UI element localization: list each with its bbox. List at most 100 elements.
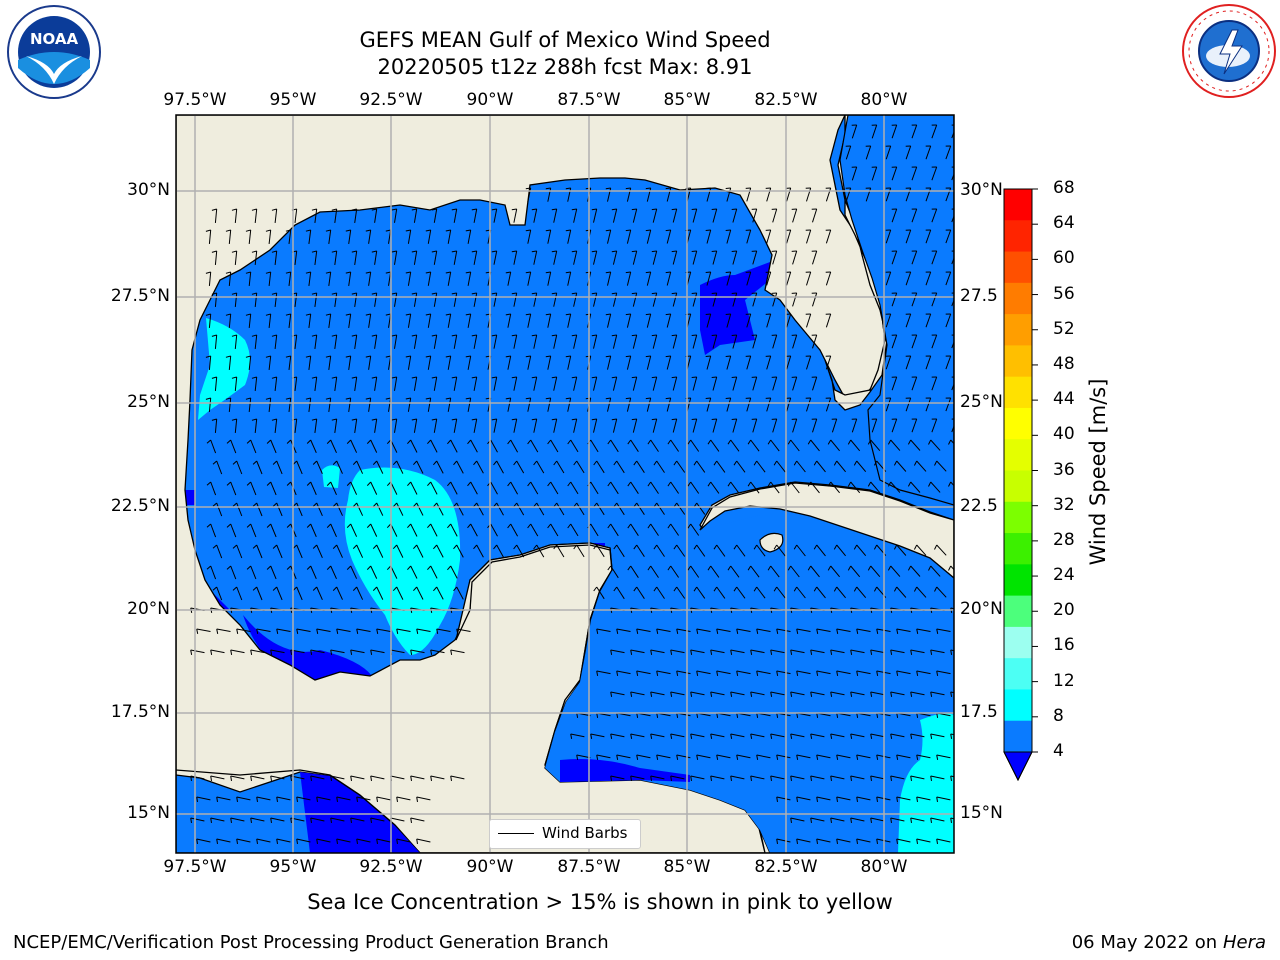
wind-barb-flag (730, 691, 733, 697)
wind-barb (696, 544, 706, 557)
wind-barb (790, 481, 800, 494)
wind-barb (527, 355, 532, 370)
colorbar (1003, 188, 1038, 782)
wind-barb-flag (230, 649, 233, 655)
wind-barb (690, 523, 700, 536)
wind-barb-flag (471, 376, 477, 379)
wind-barb-flag (567, 523, 572, 529)
wind-barb (612, 208, 618, 223)
wind-barb (476, 502, 484, 516)
wind-barb (314, 418, 318, 433)
wind-barb (676, 670, 691, 675)
wind-barb-flag (896, 796, 898, 802)
wind-barb (316, 544, 323, 559)
wind-barb (573, 376, 578, 391)
wind-barb (394, 376, 398, 391)
wind-barb (496, 502, 504, 516)
wind-barb-flag (427, 439, 432, 445)
wind-barb (513, 334, 518, 349)
wind-barb-flag (285, 313, 291, 316)
wind-barb-flag (693, 544, 698, 550)
wind-barb-flag (850, 649, 853, 655)
wind-barb-flag (896, 712, 899, 718)
wind-barb (692, 334, 698, 349)
wind-barb (630, 649, 645, 654)
wind-barb (350, 523, 358, 537)
wind-barb-flag (231, 250, 237, 253)
wind-barb-flag (870, 649, 873, 655)
wind-barb (310, 817, 325, 822)
wind-barb-flag (565, 187, 571, 190)
wind-barb (871, 124, 878, 139)
wind-barb-flag (371, 418, 377, 421)
wind-barb-flag (430, 649, 433, 655)
wind-barb (376, 586, 384, 600)
wind-barb-flag (216, 796, 218, 802)
wind-barb (951, 214, 954, 223)
wind-barb (396, 628, 411, 632)
wind-barb-flag (725, 313, 731, 315)
wind-barb (825, 271, 832, 286)
wind-barb (796, 460, 806, 473)
wind-barb (527, 313, 532, 328)
wind-barb-flag (205, 397, 211, 400)
wind-barb-flag (365, 397, 371, 400)
wind-barb-flag (533, 460, 538, 466)
wind-barb-flag (711, 208, 717, 210)
wind-barb (413, 376, 418, 391)
wind-barb-flag (671, 334, 677, 337)
wind-barb (254, 250, 258, 265)
wind-barb (250, 481, 257, 496)
wind-barb (248, 271, 252, 286)
wind-barb-flag (471, 334, 477, 337)
wind-barb (374, 208, 378, 223)
wind-barb (250, 649, 265, 654)
wind-barb (692, 292, 698, 307)
wind-barb-flag (955, 545, 957, 550)
wind-barb-flag (431, 334, 437, 337)
nws-logo (1182, 4, 1276, 98)
wind-barb (416, 796, 431, 801)
wind-barb (210, 565, 217, 580)
wind-barb-flag (276, 628, 279, 634)
lon-label-bottom: 85°W (663, 857, 711, 877)
lon-label-top: 97.5°W (163, 90, 227, 110)
wind-barb (945, 271, 952, 286)
wind-barb-flag (896, 670, 899, 676)
colorbar-tick-label: 24 (1053, 565, 1075, 586)
wind-barb (350, 649, 365, 654)
wind-barb-flag (611, 334, 617, 337)
wind-barb-flag (611, 208, 617, 211)
wind-barb-flag (331, 292, 337, 295)
wind-barb (270, 775, 285, 780)
wind-barb (896, 628, 911, 632)
wind-barb (374, 334, 378, 349)
wind-barb (396, 460, 404, 474)
wind-barb (690, 649, 705, 654)
wind-barb (746, 313, 752, 328)
wind-barb-flag (433, 502, 438, 508)
wind-barb-flag (950, 691, 953, 697)
wind-barb (750, 691, 765, 696)
wind-barb-flag (693, 586, 698, 592)
wind-barb (945, 229, 952, 244)
wind-barb-flag (392, 586, 398, 592)
wind-barb (752, 250, 758, 265)
wind-barb (716, 460, 726, 473)
wind-barb (776, 838, 791, 843)
wind-barb (314, 292, 318, 307)
wind-barb-flag (696, 754, 699, 760)
wind-barb (630, 691, 645, 696)
wind-barb (496, 460, 504, 474)
wind-barb-flag (385, 229, 391, 232)
wind-barb-flag (453, 544, 458, 550)
wind-barb (836, 460, 846, 473)
wind-barb (596, 502, 605, 516)
wind-barb-flag (616, 712, 619, 718)
wind-barb-flag (733, 586, 738, 592)
wind-barb-flag (365, 229, 371, 232)
wind-barb (553, 250, 558, 265)
wind-barb-flag (405, 271, 411, 274)
wind-barb-flag (286, 523, 292, 528)
wind-barb (210, 817, 225, 822)
